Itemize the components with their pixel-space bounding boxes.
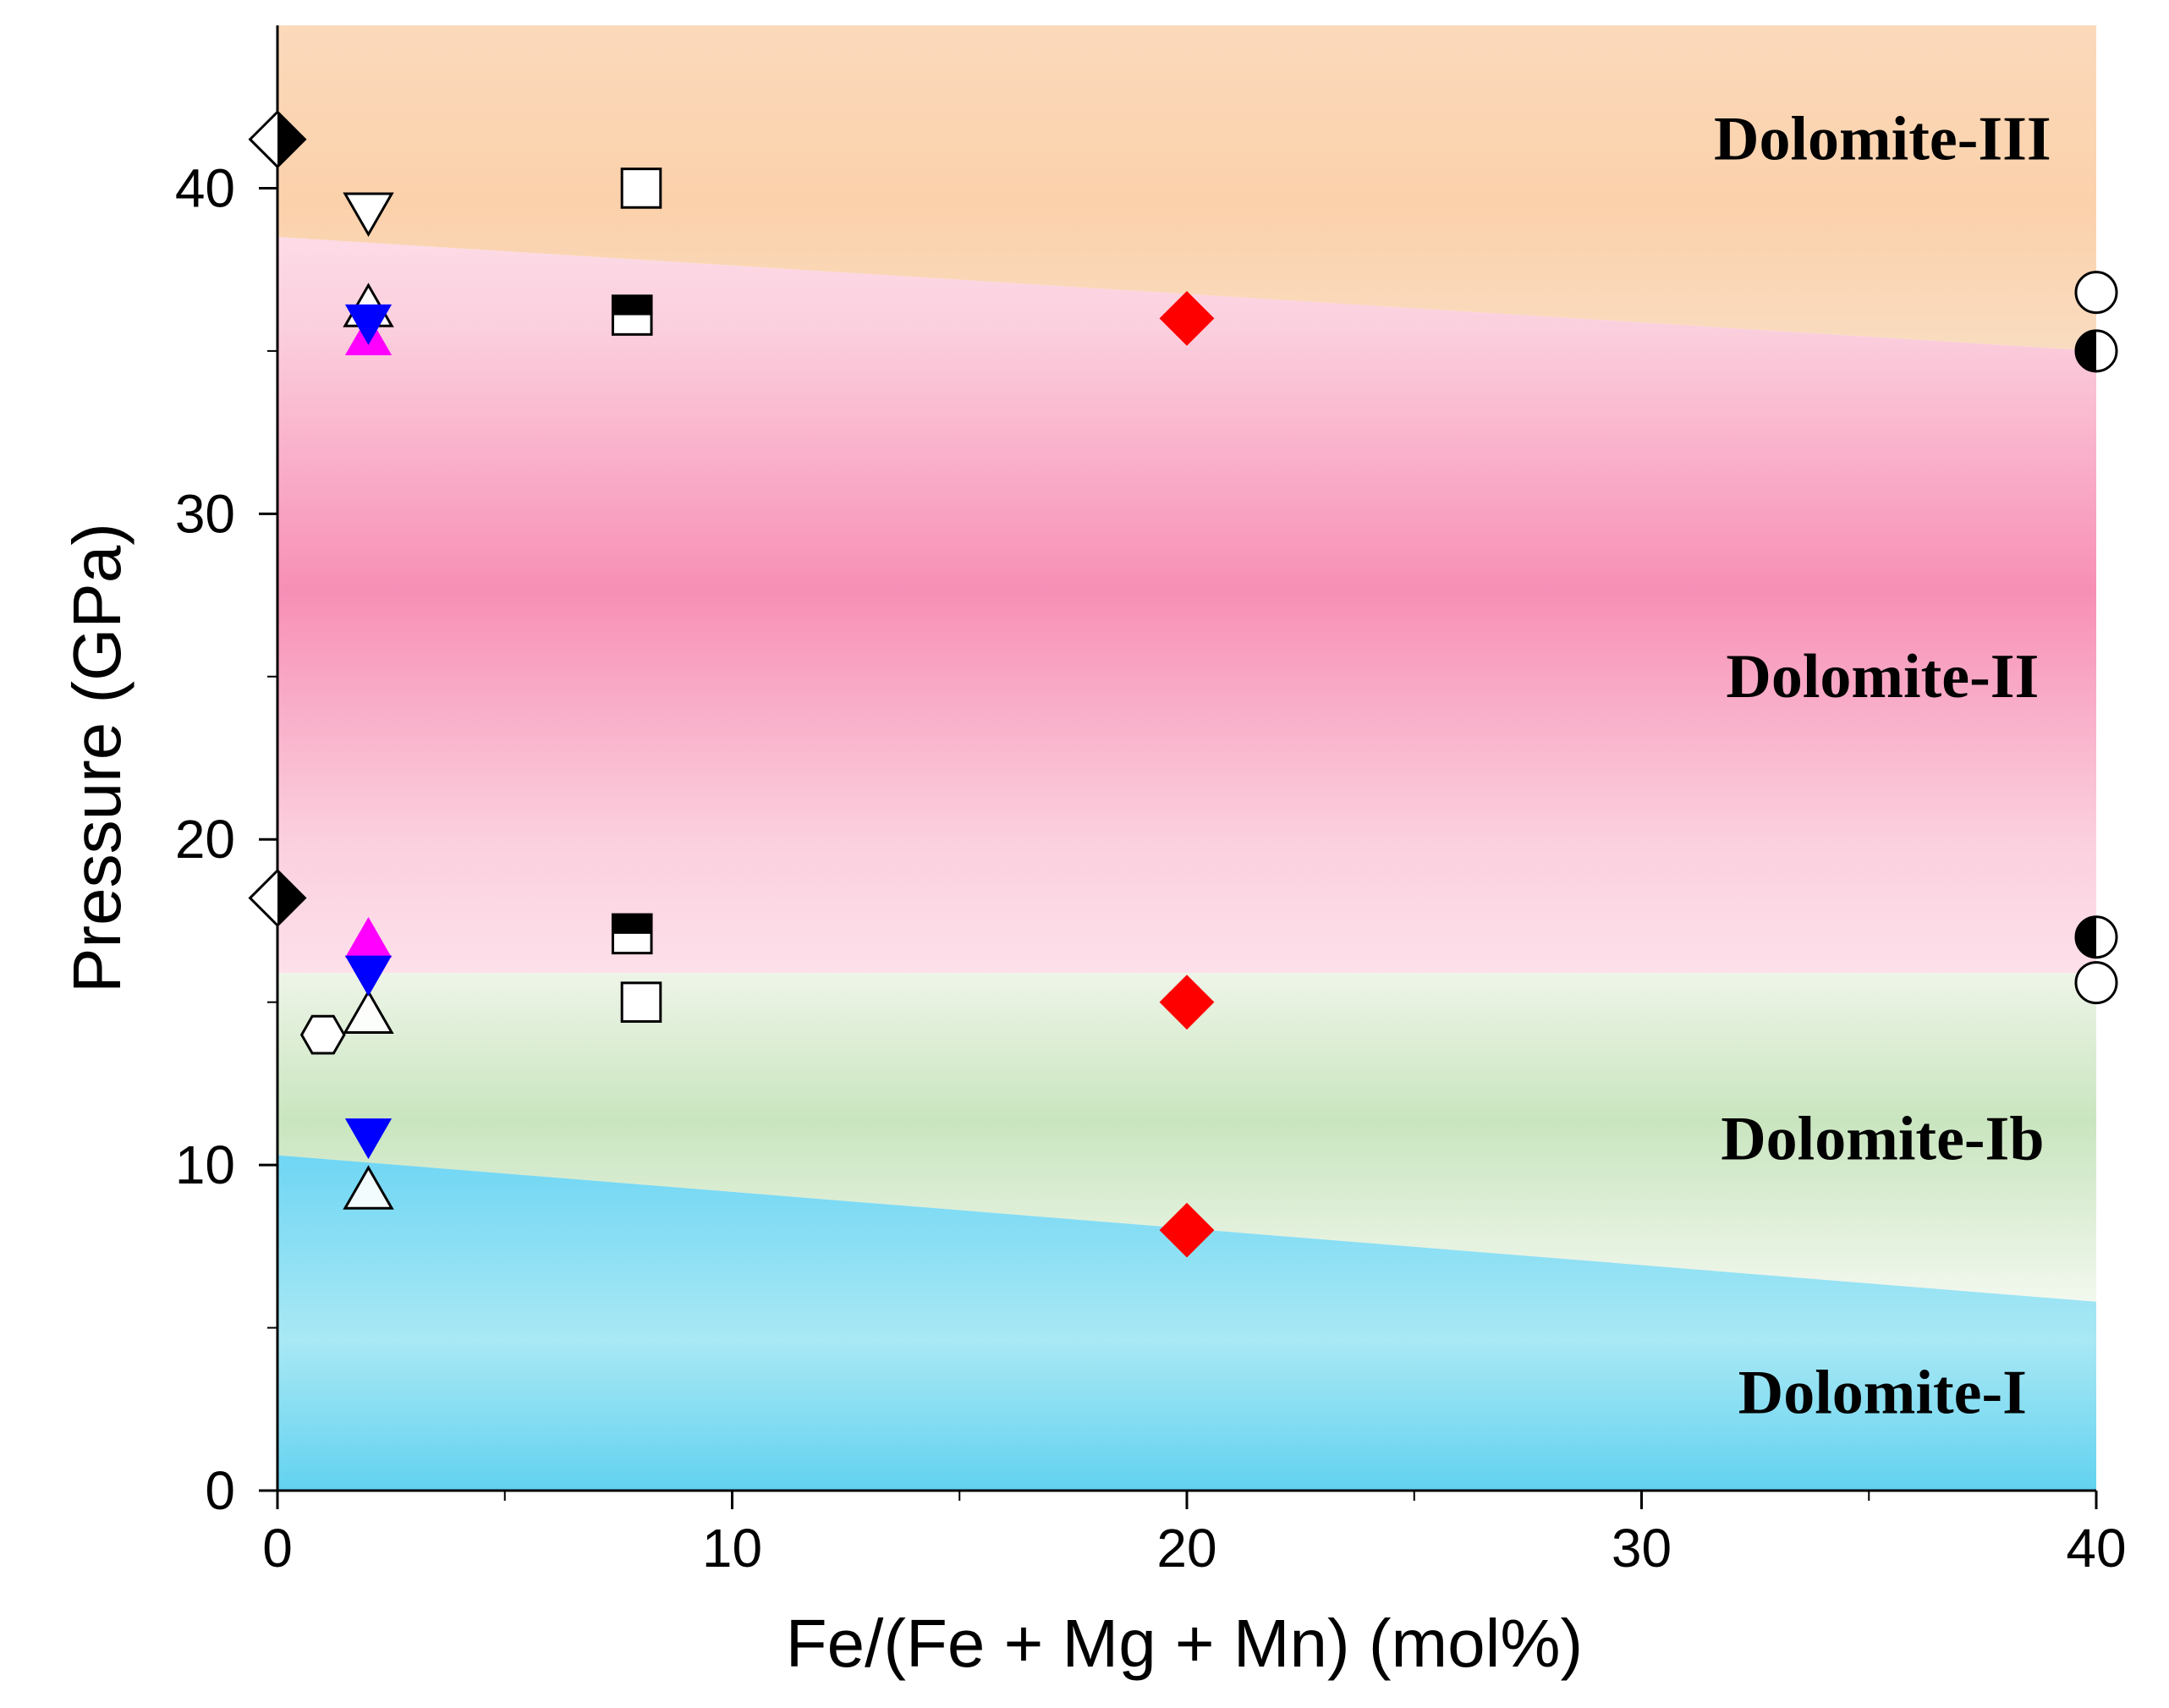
region-dolomite-ii [277,237,2096,974]
x-tick-label: 40 [2066,1518,2126,1579]
point-diamond-half-black-1-outline [248,110,307,169]
phase-regions: Dolomite-I Dolomite-Ib Dolomite-II Dolomite… [277,25,2096,1491]
x-tick-label: 0 [262,1518,293,1579]
point-square-open-1-fill [622,168,661,208]
point-triangle-down-blue-2-shape [344,955,393,997]
point-square-open-1-outline [620,168,662,209]
point-triangle-down-open-1-shape [343,192,394,237]
point-square-half-top-2-half [612,914,652,934]
point-circle-half-left-2 [2074,915,2118,959]
point-square-half-top-1-half [612,295,652,316]
phase-label-dolomite-iii: Dolomite-III [1714,105,2051,174]
point-circle-open-2-outline [2074,961,2118,1005]
point-hexagon-open-1 [299,1014,346,1055]
point-triangle-up-open-2 [343,989,394,1034]
point-circle-half-left-2-half [2076,916,2096,958]
point-triangle-up-open-2-shape [343,989,394,1034]
x-tick-label: 10 [702,1518,762,1579]
point-triangle-down-blue-3 [344,1118,393,1160]
point-circle-open-1 [2074,271,2118,315]
x-axis-title: Fe/(Fe + Mg + Mn) (mol%) [786,1606,1583,1681]
point-hexagon-open-1-shape [299,1014,346,1055]
point-diamond-red-1-shape [1159,291,1215,346]
point-diamond-red-2 [1159,975,1215,1030]
point-square-open-2 [620,981,662,1023]
y-tick-label: 30 [175,483,235,544]
x-tick-label: 20 [1156,1518,1216,1579]
point-diamond-red-1 [1159,291,1215,346]
point-circle-open-1-outline [2074,271,2118,315]
point-triangle-up-magenta-2-shape [344,916,393,958]
point-square-half-top-2 [611,913,653,955]
point-square-open-1 [620,168,662,209]
point-triangle-down-blue-3-shape [344,1118,393,1160]
point-triangle-down-blue-2 [344,955,393,997]
region-dolomite-ib [277,973,2096,1302]
point-triangle-down-blue-1-shape [344,304,393,345]
region-dolomite-i [277,1155,2096,1491]
phase-label-dolomite-ib: Dolomite-Ib [1721,1104,2044,1173]
point-diamond-half-black-2-half [277,870,305,925]
region-dolomite-iii [277,25,2096,351]
y-tick-label: 0 [205,1460,235,1521]
y-tick-label: 40 [175,157,235,218]
point-circle-half-left-1 [2074,329,2118,373]
point-triangle-down-open-1 [343,192,394,237]
axes: 0 10 20 30 40 0 10 20 30 40 [175,25,2127,1579]
point-square-half-top-1 [611,294,653,336]
point-diamond-red-3 [1159,1202,1215,1258]
data-markers [248,110,2118,1258]
point-triangle-up-magenta-2 [344,916,393,958]
x-tick-label: 30 [1612,1518,1672,1579]
point-square-half-top-2-outline [611,913,653,955]
point-triangle-up-open-3 [343,1165,394,1210]
point-diamond-half-black-2 [248,868,307,928]
phase-label-dolomite-ii: Dolomite-II [1726,642,2039,711]
point-square-half-top-1-outline [611,294,653,336]
point-diamond-red-3-shape [1159,1202,1215,1258]
y-axis-title: Pressure (GPa) [59,523,135,993]
point-diamond-half-black-1-half [277,112,305,168]
point-diamond-red-2-shape [1159,975,1215,1030]
point-circle-half-left-1-half [2076,330,2096,371]
point-circle-open-2 [2074,961,2118,1005]
point-square-open-2-fill [622,982,661,1022]
point-diamond-half-black-1 [248,110,307,169]
point-triangle-down-blue-1 [344,304,393,345]
point-square-open-2-outline [620,981,662,1023]
phase-label-dolomite-i: Dolomite-I [1738,1359,2027,1428]
point-diamond-half-black-2-outline [248,868,307,928]
point-triangle-up-open-3-shape [343,1165,394,1210]
y-tick-label: 20 [175,809,235,870]
y-tick-label: 10 [175,1134,235,1195]
